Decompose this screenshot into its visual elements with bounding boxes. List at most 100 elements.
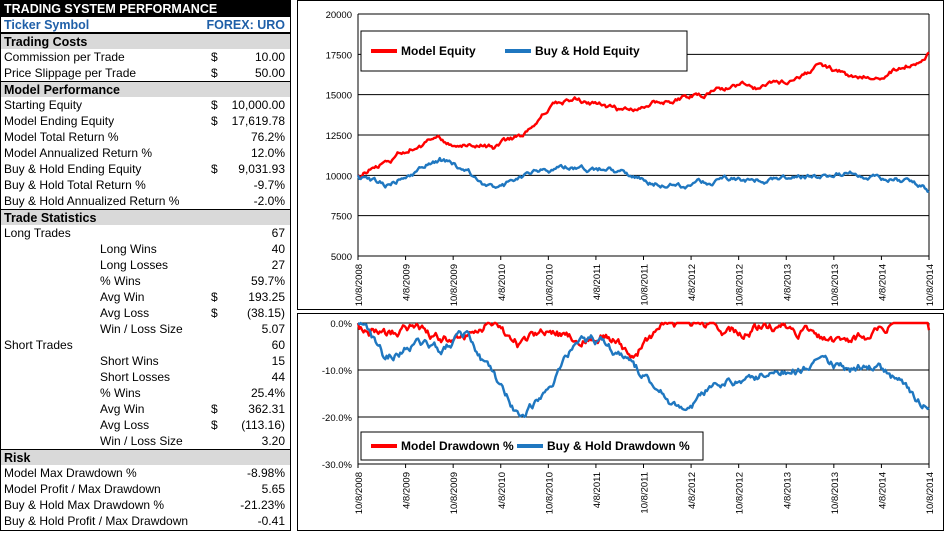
- y-tick-label: 12500: [326, 131, 352, 142]
- currency-symbol: $: [211, 290, 218, 304]
- stat-label: Avg Loss: [100, 418, 150, 432]
- currency-symbol: $: [211, 418, 218, 432]
- x-tick-label: 4/8/2012: [687, 472, 698, 509]
- legend-label: Model Drawdown %: [401, 439, 514, 453]
- currency-symbol: $: [211, 306, 218, 320]
- stat-row: Buy & Hold Profit / Max Drawdown -0.41: [1, 513, 290, 529]
- x-tick-label: 4/8/2010: [497, 264, 508, 301]
- stat-label: Win / Loss Size: [100, 434, 183, 448]
- x-tick-label: 10/8/2013: [830, 264, 841, 306]
- section-header: Risk: [1, 449, 290, 465]
- stat-row: Model Profit / Max Drawdown 5.65: [1, 481, 290, 497]
- panel-title-text: TRADING SYSTEM PERFORMANCE: [4, 2, 218, 16]
- stat-label: Starting Equity: [4, 98, 83, 112]
- legend-label: Buy & Hold Drawdown %: [547, 439, 690, 453]
- stat-subrow: Avg Loss $ (113.16): [1, 417, 290, 433]
- section-header: Model Performance: [1, 81, 290, 97]
- panel-title: TRADING SYSTEM PERFORMANCE: [1, 1, 290, 17]
- stat-subrow: Win / Loss Size 5.07: [1, 321, 290, 337]
- stat-label: Avg Win: [100, 402, 145, 416]
- stat-label: Commission per Trade: [4, 50, 125, 64]
- stat-subrow: % Wins 25.4%: [1, 385, 290, 401]
- x-tick-label: 4/8/2009: [402, 472, 413, 509]
- ticker-value: FOREX: URO: [206, 18, 285, 32]
- section-header: Trade Statistics: [1, 209, 290, 225]
- y-tick-label: 7500: [331, 212, 352, 223]
- stat-value: 10.00: [254, 50, 285, 64]
- stat-label: Price Slippage per Trade: [4, 66, 137, 80]
- series-line: [357, 321, 930, 419]
- x-tick-label: 10/8/2014: [925, 472, 936, 514]
- currency-symbol: $: [211, 50, 218, 64]
- x-tick-label: 4/8/2013: [782, 264, 793, 301]
- stat-row: Model Max Drawdown % -8.98%: [1, 465, 290, 481]
- y-tick-label: -10.0%: [322, 366, 353, 377]
- stat-value: 40: [271, 242, 285, 256]
- stat-label: Model Ending Equity: [4, 114, 115, 128]
- stat-label: Model Max Drawdown %: [4, 466, 137, 480]
- stat-row: Long Trades 67: [1, 225, 290, 241]
- stat-label: Avg Loss: [100, 306, 150, 320]
- stat-value: 17,619.78: [231, 114, 285, 128]
- stat-value: 67: [271, 226, 285, 240]
- stat-value: -9.7%: [253, 178, 285, 192]
- y-tick-label: -20.0%: [322, 413, 353, 424]
- stat-value: 3.20: [261, 434, 285, 448]
- x-tick-label: 10/8/2014: [925, 264, 936, 306]
- x-tick-label: 10/8/2010: [544, 472, 555, 514]
- stat-subrow: Short Losses 44: [1, 369, 290, 385]
- equity-chart: 5000 7500 10000 12500 15000 17500 20000 10/8/20…: [297, 0, 944, 310]
- stat-row: Commission per Trade $10.00: [1, 49, 290, 65]
- stat-row: Buy & Hold Max Drawdown % -21.23%: [1, 497, 290, 513]
- stat-value: 362.31: [248, 402, 285, 416]
- stat-value: -21.23%: [240, 498, 285, 512]
- y-tick-label: 0.0%: [330, 319, 352, 330]
- x-tick-label: 10/8/2011: [640, 472, 651, 514]
- ticker-row: Ticker Symbol FOREX: URO: [1, 17, 290, 33]
- y-tick-label: -30.0%: [322, 460, 353, 471]
- x-tick-label: 10/8/2009: [449, 472, 460, 514]
- x-tick-label: 4/8/2014: [877, 264, 888, 301]
- stat-row: Price Slippage per Trade $50.00: [1, 65, 290, 81]
- x-tick-label: 10/8/2008: [354, 264, 365, 306]
- stat-row: Buy & Hold Total Return % -9.7%: [1, 177, 290, 193]
- legend-label: Model Equity: [401, 44, 476, 58]
- stat-subrow: Avg Win $193.25: [1, 289, 290, 305]
- stat-label: Avg Win: [100, 290, 145, 304]
- stat-value: 60: [271, 338, 285, 352]
- stat-value: (113.16): [241, 418, 285, 432]
- drawdown-chart-svg: -30.0% -20.0% -10.0% 0.0% 10/8/2008 4/8/2009 1…: [322, 319, 936, 514]
- stat-value: 50.00: [254, 66, 285, 80]
- stat-label: Short Trades: [4, 338, 73, 352]
- x-tick-label: 10/8/2008: [354, 472, 365, 514]
- stat-subrow: Long Wins 40: [1, 241, 290, 257]
- stat-value: -8.98%: [246, 466, 285, 480]
- stat-label: % Wins: [100, 386, 141, 400]
- x-tick-label: 10/8/2009: [449, 264, 460, 306]
- ticker-label: Ticker Symbol: [4, 18, 90, 32]
- section-header-label: Risk: [4, 451, 31, 465]
- stat-value: 59.7%: [250, 274, 285, 288]
- stat-label: Short Wins: [100, 354, 159, 368]
- stat-label: Buy & Hold Profit / Max Drawdown: [4, 514, 189, 528]
- stat-value: 25.4%: [250, 386, 285, 400]
- stat-label: Long Losses: [100, 258, 169, 272]
- stat-row: Buy & Hold Ending Equity $9,031.93: [1, 161, 290, 177]
- stat-label: Buy & Hold Annualized Return %: [4, 194, 180, 208]
- x-tick-label: 4/8/2009: [402, 264, 413, 301]
- stat-value: 76.2%: [250, 130, 285, 144]
- stat-row: Short Trades 60: [1, 337, 290, 353]
- y-tick-label: 5000: [331, 252, 352, 263]
- y-tick-label: 17500: [326, 50, 352, 61]
- section-header-label: Trade Statistics: [4, 211, 97, 225]
- stat-value: -0.41: [257, 514, 285, 528]
- currency-symbol: $: [211, 402, 218, 416]
- stat-label: Buy & Hold Max Drawdown %: [4, 498, 165, 512]
- currency-symbol: $: [211, 114, 218, 128]
- series-line: [356, 321, 931, 359]
- stat-row: Starting Equity $10,000.00: [1, 97, 290, 113]
- x-tick-label: 4/8/2011: [592, 264, 603, 300]
- currency-symbol: $: [211, 162, 218, 176]
- stat-value: 193.25: [248, 290, 285, 304]
- x-tick-label: 4/8/2010: [497, 472, 508, 509]
